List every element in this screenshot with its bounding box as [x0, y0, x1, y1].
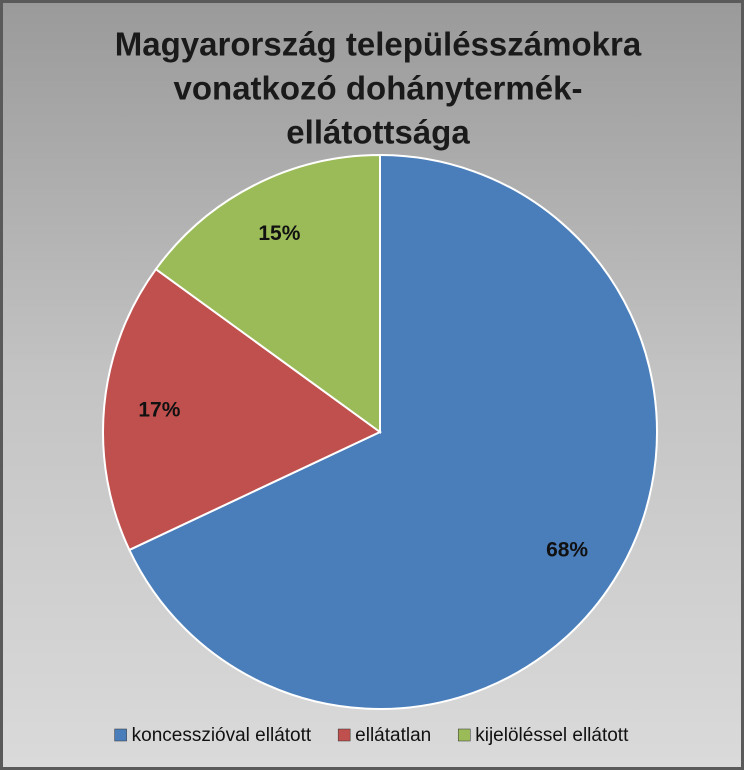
- legend-label: kijelöléssel ellátott: [475, 725, 629, 746]
- legend-swatch: [457, 728, 471, 742]
- title-line: Magyarország településszámokra: [115, 26, 642, 63]
- legend-label: koncesszióval ellátott: [132, 725, 312, 746]
- pie-slice: [154, 153, 381, 434]
- title-line: vonatkozó dohánytermék-: [174, 70, 583, 107]
- data-label: 17%: [138, 399, 180, 422]
- data-label: 15%: [258, 222, 300, 245]
- pie: [102, 153, 658, 710]
- data-labels: 68% 17% 15%: [138, 222, 588, 561]
- legend-swatch: [337, 728, 351, 742]
- legend: koncesszióval ellátott ellátatlan kijelölé…: [114, 725, 629, 746]
- chart-title: Magyarország településszámokra vonatkozó …: [115, 26, 642, 151]
- pie-slice: [102, 267, 382, 552]
- legend-label: ellátatlan: [355, 725, 431, 746]
- legend-swatch: [114, 728, 127, 742]
- data-label: 68%: [546, 538, 588, 561]
- pie-slice: [128, 153, 658, 710]
- title-line: ellátottsága: [286, 114, 470, 151]
